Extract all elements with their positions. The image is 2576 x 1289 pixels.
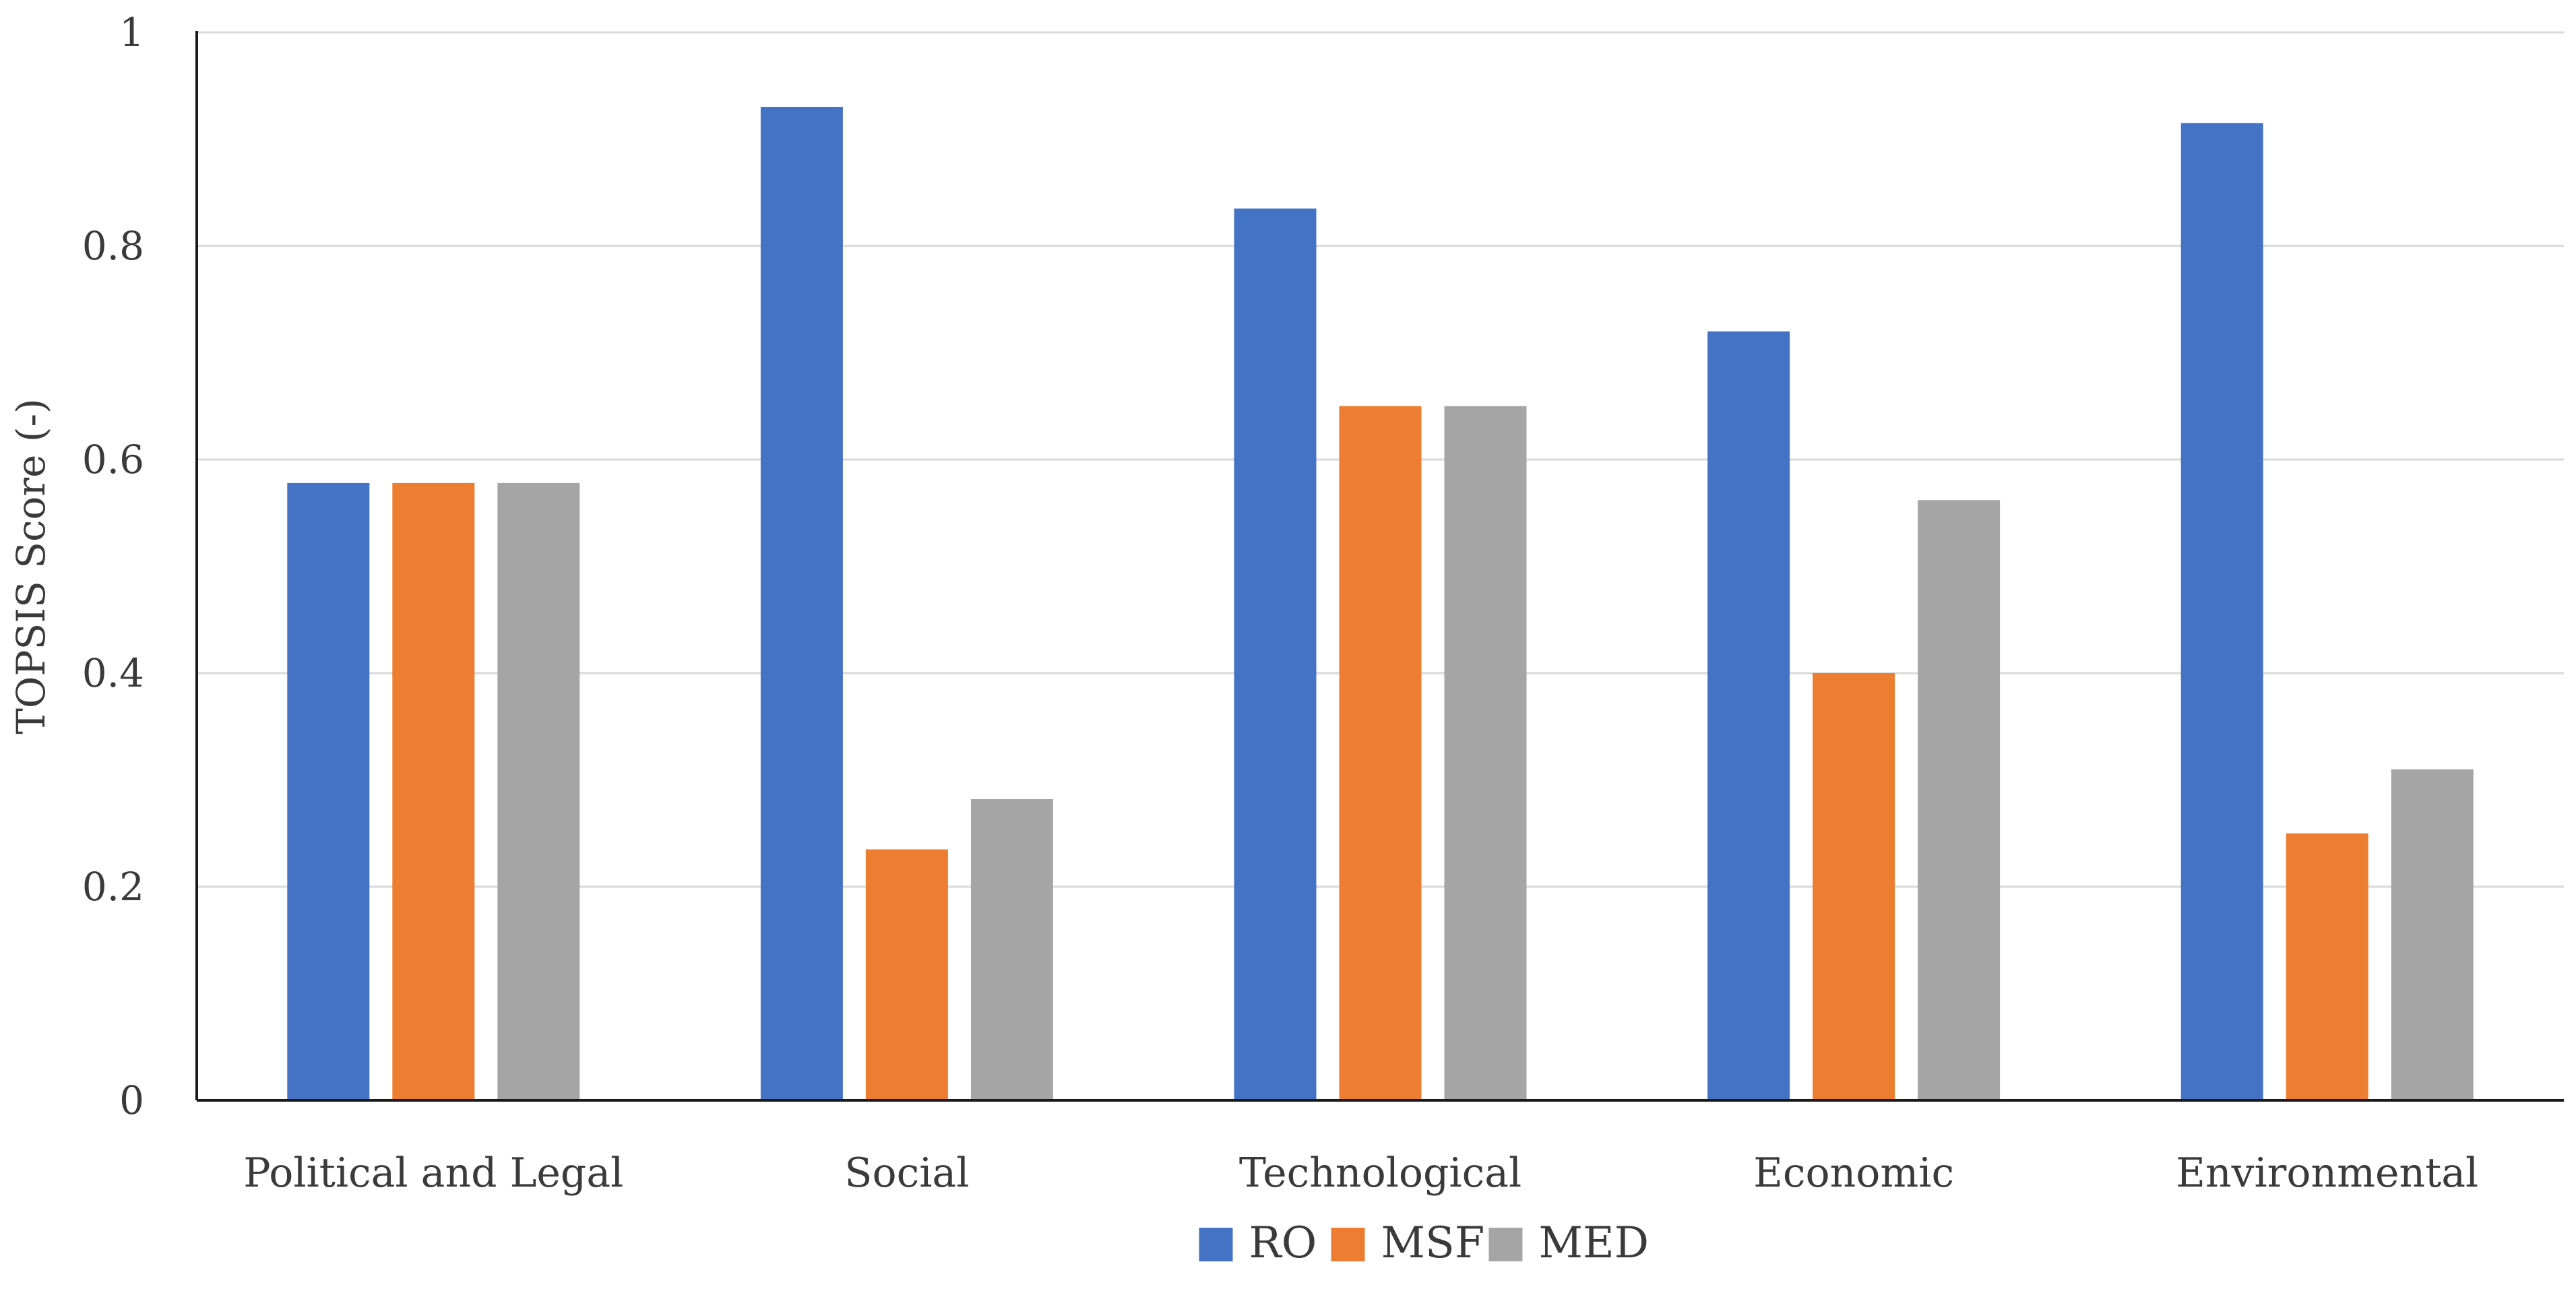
legend-swatch-ro: [1199, 1228, 1233, 1261]
bar-msf-2: [1339, 406, 1422, 1100]
bar-msf-1: [865, 849, 948, 1100]
legend-label-ro: RO: [1249, 1218, 1317, 1268]
y-axis-title: TOPSIS Score (-): [8, 398, 54, 734]
bar-med-3: [1918, 500, 2001, 1100]
legend-label-msf: MSF: [1381, 1218, 1485, 1268]
legend: RO MSF MED: [1199, 1218, 1650, 1268]
y-tick-labels: 0 0.2 0.4 0.6 0.8 1: [82, 9, 144, 1123]
x-category-labels: Political and Legal Social Technological Ec…: [243, 1150, 2478, 1197]
y-tick-label: 0.4: [82, 650, 144, 696]
x-category-label: Environmental: [2176, 1150, 2478, 1197]
bar-ro-4: [2180, 123, 2263, 1101]
y-tick-label: 0: [119, 1077, 144, 1123]
bar-med-4: [2391, 769, 2474, 1100]
x-category-label: Social: [844, 1150, 969, 1197]
bar-ro-0: [287, 482, 370, 1100]
bar-med-1: [970, 799, 1053, 1100]
legend-label-med: MED: [1539, 1218, 1650, 1268]
legend-swatch-msf: [1331, 1228, 1365, 1261]
axes: [195, 31, 2564, 1102]
bar-med-2: [1444, 406, 1527, 1100]
bar-msf-0: [392, 482, 475, 1100]
y-tick-label: 0.8: [82, 223, 144, 269]
bar-msf-4: [2286, 833, 2368, 1100]
x-category-label: Economic: [1753, 1150, 1954, 1197]
bar-msf-3: [1813, 673, 1895, 1100]
bar-med-0: [497, 482, 580, 1100]
legend-swatch-med: [1488, 1228, 1523, 1261]
y-tick-label: 1: [119, 9, 144, 55]
y-tick-label: 0.2: [82, 864, 144, 910]
x-category-label: Technological: [1239, 1150, 1521, 1197]
bar-ro-2: [1234, 208, 1317, 1100]
bar-ro-3: [1707, 331, 1790, 1100]
bars: [287, 106, 2474, 1101]
bar-ro-1: [760, 106, 843, 1101]
x-category-label: Political and Legal: [243, 1150, 623, 1197]
y-tick-label: 0.6: [82, 437, 144, 482]
